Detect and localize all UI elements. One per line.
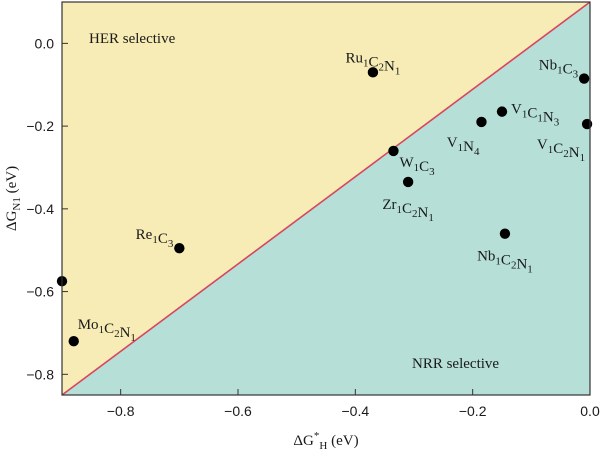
data-point: [367, 67, 379, 78]
data-point: [496, 106, 508, 117]
plot-frame: [61, 1, 591, 396]
point-label: V1N4: [447, 135, 480, 158]
nrr-region-label: NRR selective: [412, 356, 499, 372]
data-point: [402, 176, 414, 188]
x-tick-label: 0.0: [580, 403, 600, 419]
point-label: V1C2N1: [537, 137, 585, 164]
x-axis-title: ΔG*H (eV): [293, 430, 358, 452]
point-label: Nb1C3: [539, 58, 579, 81]
y-tick-label: −0.2: [26, 118, 54, 134]
x-tick-label: −0.8: [107, 403, 135, 419]
point-label: Ru1C2N1: [345, 50, 400, 77]
data-point: [476, 116, 487, 128]
point-label: Re1C3: [136, 227, 174, 250]
x-tick-label: −0.6: [224, 403, 252, 419]
data-point: [388, 145, 399, 157]
y-tick-label: −0.4: [26, 201, 54, 217]
diagonal-line: [62, 2, 590, 395]
data-point: [68, 336, 79, 347]
y-tick-label: −0.6: [26, 284, 54, 300]
x-tick-label: −0.2: [459, 403, 487, 419]
data-point: [174, 242, 185, 254]
her-region-label: HER selective: [89, 31, 176, 47]
data-point: [578, 73, 590, 84]
point-label: W1C3: [399, 155, 435, 178]
data-point: [581, 118, 593, 130]
point-label: Nb1C2N1: [477, 249, 533, 276]
y-tick-label: −0.8: [26, 366, 54, 382]
y-axis-title: ΔGN1 (eV): [4, 166, 23, 231]
point-label: Zr1C2N1: [382, 197, 434, 224]
point-label: V1C1N3: [511, 102, 560, 129]
y-tick-label: 0.0: [35, 35, 55, 51]
point-label: Mo1C2N1: [78, 317, 136, 344]
x-tick-label: −0.4: [342, 403, 370, 419]
data-point: [499, 228, 511, 239]
